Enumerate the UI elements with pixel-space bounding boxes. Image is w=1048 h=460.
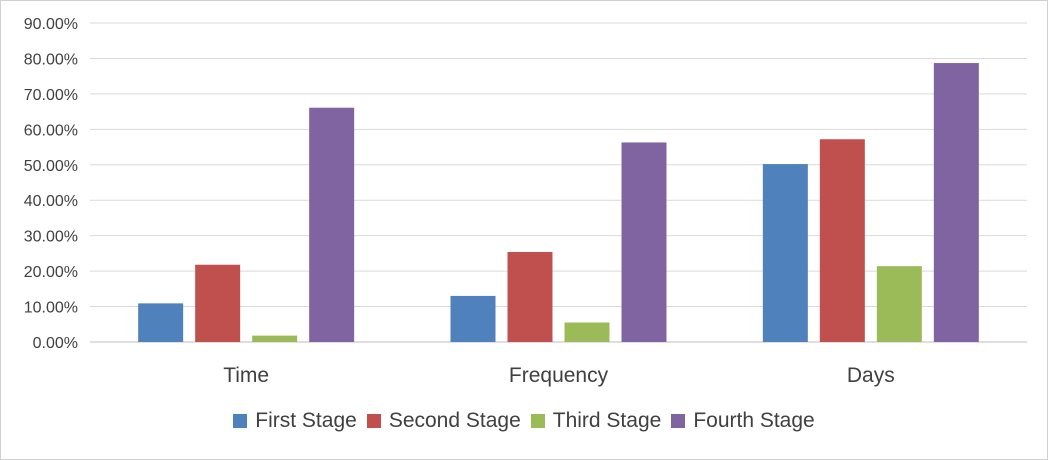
bar — [621, 142, 667, 342]
y-tick-label: 70.00% — [24, 87, 78, 104]
bar — [252, 335, 298, 342]
x-tick-label: Frequency — [509, 364, 609, 387]
x-tick-label: Time — [223, 364, 269, 387]
legend-label: Fourth Stage — [693, 409, 815, 432]
legend-item: Second Stage — [366, 409, 521, 433]
bar — [507, 251, 553, 342]
legend: First Stage Second Stage Third Stage Fourth… — [1, 409, 1047, 433]
y-tick-label: 30.00% — [24, 229, 78, 246]
bar — [195, 264, 241, 342]
y-tick-label: 0.00% — [33, 335, 78, 352]
legend-item: First Stage — [233, 409, 357, 433]
legend-swatch — [671, 414, 686, 428]
bar-chart: 0.00% 10.00% 20.00% 30.00% 40.00% 50.00% 60.00… — [24, 16, 1027, 387]
y-tick-label: 80.00% — [24, 51, 78, 68]
bar — [564, 322, 610, 342]
y-tick-label: 60.00% — [24, 122, 78, 139]
bar — [876, 266, 922, 342]
legend-swatch — [530, 414, 545, 428]
y-tick-label: 40.00% — [24, 193, 78, 210]
bar — [762, 164, 808, 342]
bar — [309, 107, 355, 342]
bar — [138, 303, 184, 342]
legend-item: Fourth Stage — [671, 409, 815, 433]
legend-item: Third Stage — [530, 409, 662, 433]
legend-label: Third Stage — [552, 409, 662, 432]
y-tick-label: 90.00% — [24, 16, 78, 33]
y-tick-label: 20.00% — [24, 264, 78, 281]
legend-swatch — [366, 414, 381, 428]
y-tick-label: 10.00% — [24, 300, 78, 317]
legend-label: First Stage — [255, 409, 357, 432]
bar — [819, 139, 865, 342]
x-tick-label: Days — [847, 364, 895, 387]
y-tick-label: 50.00% — [24, 158, 78, 175]
bar — [933, 63, 979, 343]
legend-label: Second Stage — [388, 409, 521, 432]
bar — [450, 295, 496, 342]
legend-swatch — [233, 414, 248, 428]
